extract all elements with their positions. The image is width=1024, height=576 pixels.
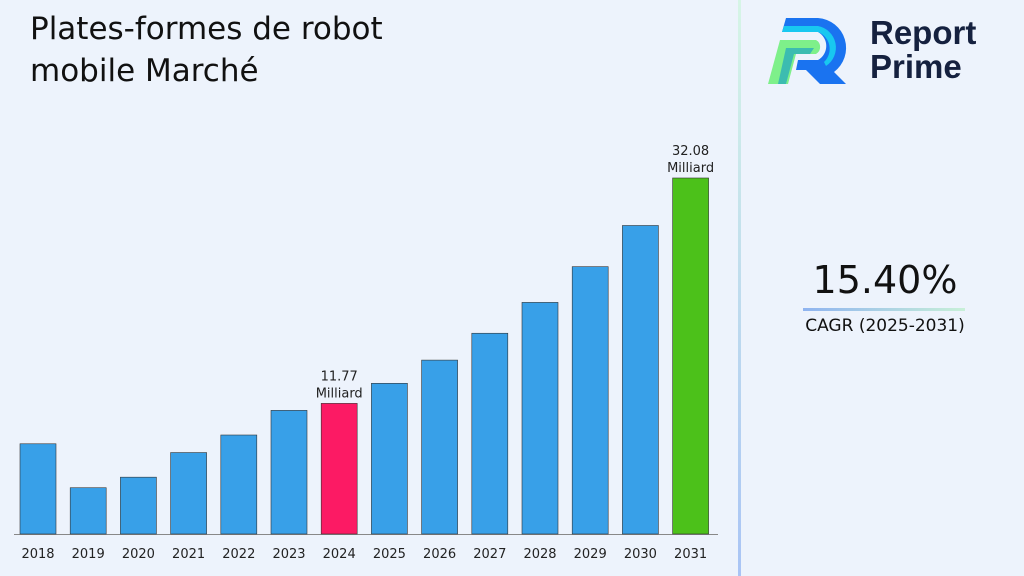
bar-2018 — [19, 443, 57, 535]
cagr-underline — [803, 308, 965, 311]
x-tick-label-2028: 2028 — [523, 547, 556, 562]
x-tick-label-2022: 2022 — [222, 547, 255, 562]
x-tick-label-2026: 2026 — [423, 547, 456, 562]
logo-text-line2: Prime — [870, 48, 962, 85]
x-tick-label-2018: 2018 — [21, 547, 54, 562]
x-tick-label-2029: 2029 — [574, 547, 607, 562]
x-tick-label-2019: 2019 — [72, 547, 105, 562]
logo-text-line1: Report — [870, 14, 977, 51]
cagr-label: CAGR (2025-2031) — [805, 316, 965, 336]
logo-icon — [768, 18, 847, 84]
bar-2021 — [170, 452, 207, 535]
data-label-value-2031: 32.08 — [672, 144, 709, 159]
bar-2029 — [571, 266, 609, 535]
bar-2020 — [120, 476, 157, 535]
bar-2025 — [371, 382, 408, 535]
bar-2022 — [220, 434, 258, 535]
bar-2031 — [672, 177, 709, 535]
data-label-unit-2024: Milliard — [316, 386, 363, 401]
x-tick-label-2021: 2021 — [172, 547, 205, 562]
bar-chart: 2018 2019 2020 2021 2022 2023 2024 11.77 Milliar… — [14, 144, 718, 562]
x-tick-label-2024: 2024 — [323, 547, 356, 562]
cagr-value: 15.40% — [812, 258, 958, 302]
x-tick-label-2020: 2020 — [122, 547, 155, 562]
chart-title: Plates-formes de robot mobile Marché — [30, 11, 383, 89]
bar-2030 — [622, 225, 659, 535]
bar-2019 — [69, 487, 107, 535]
bar-2023 — [270, 410, 308, 535]
bar-2024 — [320, 403, 358, 535]
x-tick-label-2030: 2030 — [624, 547, 657, 562]
bar-2026 — [421, 359, 458, 535]
bar-2027 — [471, 332, 509, 535]
bar-2028 — [521, 302, 559, 535]
data-label-value-2024: 11.77 — [321, 369, 358, 384]
divider — [738, 0, 741, 576]
x-tick-label-2025: 2025 — [373, 547, 406, 562]
report-prime-logo: Report Prime — [766, 14, 976, 86]
x-tick-label-2027: 2027 — [473, 547, 506, 562]
x-tick-label-2023: 2023 — [272, 547, 305, 562]
x-tick-label-2031: 2031 — [674, 547, 707, 562]
data-label-unit-2031: Milliard — [667, 161, 714, 176]
